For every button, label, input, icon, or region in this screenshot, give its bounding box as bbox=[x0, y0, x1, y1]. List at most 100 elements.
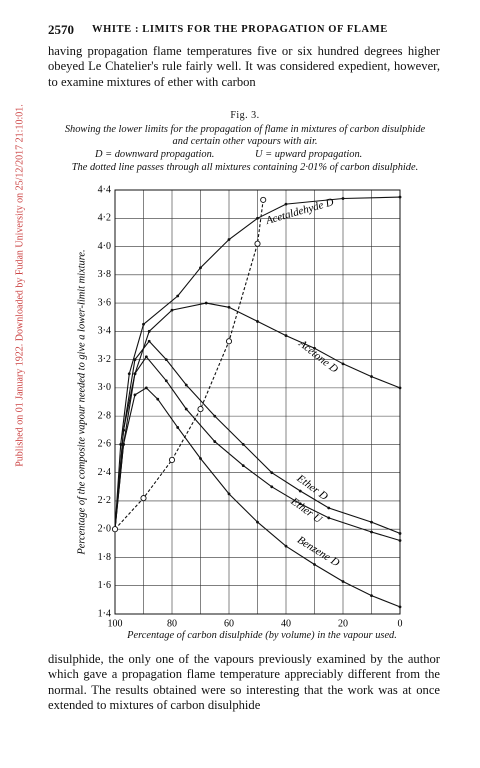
data-point bbox=[147, 339, 151, 343]
data-point bbox=[313, 563, 316, 566]
data-point bbox=[164, 358, 168, 361]
y-tick-label: 3·2 bbox=[98, 354, 111, 365]
data-point bbox=[140, 495, 147, 502]
curve bbox=[114, 199, 264, 530]
data-point bbox=[227, 492, 231, 496]
curve-label: Acetone D bbox=[296, 337, 341, 375]
data-point bbox=[298, 489, 302, 493]
note: U = upward propagation. bbox=[255, 149, 363, 160]
data-point bbox=[199, 457, 202, 460]
data-point bbox=[327, 506, 331, 510]
data-point bbox=[398, 539, 402, 542]
data-point bbox=[156, 397, 160, 401]
x-tick-label: 80 bbox=[167, 618, 177, 629]
data-point bbox=[298, 502, 302, 506]
data-point bbox=[197, 406, 204, 413]
y-tick-label: 2·0 bbox=[98, 523, 111, 534]
y-tick-label: 2·8 bbox=[98, 410, 111, 421]
curve-label: Benzene D bbox=[295, 534, 342, 569]
data-point bbox=[133, 372, 137, 376]
data-point bbox=[370, 594, 373, 598]
data-point bbox=[213, 414, 217, 418]
data-point bbox=[260, 196, 267, 203]
data-point bbox=[313, 346, 316, 350]
x-tick-label: 60 bbox=[224, 618, 234, 629]
data-point bbox=[119, 443, 123, 446]
data-point bbox=[327, 516, 331, 520]
y-tick-label: 4·0 bbox=[98, 241, 111, 252]
y-tick-label: 2·4 bbox=[98, 467, 111, 478]
data-point bbox=[284, 202, 288, 206]
data-point bbox=[204, 301, 208, 305]
data-point bbox=[170, 308, 174, 312]
data-point bbox=[370, 530, 373, 534]
data-point bbox=[241, 464, 245, 467]
data-point bbox=[133, 393, 137, 397]
y-tick-label: 3·8 bbox=[98, 269, 111, 280]
data-point bbox=[111, 526, 119, 533]
y-tick-label: 4·2 bbox=[98, 213, 111, 224]
data-point bbox=[144, 355, 148, 359]
data-point bbox=[370, 375, 373, 378]
y-tick-label: 2·6 bbox=[98, 439, 111, 450]
data-point bbox=[284, 544, 288, 548]
figure-label: Fig. 3. bbox=[230, 110, 260, 121]
paragraph: disulphide, the only one of the vapours … bbox=[48, 652, 440, 713]
y-tick-label: 2·2 bbox=[98, 495, 111, 506]
data-point bbox=[398, 195, 402, 199]
data-point bbox=[241, 443, 245, 446]
x-tick-label: 20 bbox=[338, 618, 348, 629]
paragraph: having propagation flame temperatures fi… bbox=[48, 44, 440, 89]
data-point bbox=[184, 383, 188, 387]
y-tick-label: 1·4 bbox=[98, 608, 111, 619]
y-tick-label: 4·4 bbox=[98, 184, 111, 195]
y-tick-label: 1·8 bbox=[98, 552, 111, 563]
data-point bbox=[284, 334, 288, 337]
data-point bbox=[168, 456, 176, 463]
curve bbox=[114, 387, 401, 608]
data-point bbox=[398, 386, 402, 390]
data-point bbox=[254, 240, 261, 247]
x-tick-label: 0 bbox=[398, 618, 403, 629]
curve-label: Acetaldehyde D bbox=[264, 196, 336, 227]
data-point bbox=[144, 386, 148, 390]
x-axis-label: Percentage of carbon disulphide (by volu… bbox=[127, 630, 397, 641]
x-tick-label: 40 bbox=[281, 618, 291, 629]
data-point bbox=[227, 238, 231, 241]
plot-frame bbox=[114, 189, 401, 615]
data-point bbox=[270, 471, 274, 475]
data-point bbox=[122, 443, 125, 446]
data-point bbox=[370, 520, 373, 524]
data-point bbox=[142, 322, 145, 326]
y-tick-label: 1·6 bbox=[98, 580, 111, 591]
data-point bbox=[176, 426, 180, 429]
data-point bbox=[147, 329, 151, 333]
data-point bbox=[341, 580, 345, 583]
data-point bbox=[341, 197, 345, 200]
data-point bbox=[270, 485, 274, 489]
y-tick-label: 3·0 bbox=[98, 382, 111, 393]
data-point bbox=[164, 379, 168, 383]
data-point bbox=[122, 428, 125, 432]
data-point bbox=[398, 532, 402, 535]
data-point bbox=[227, 305, 231, 309]
data-point bbox=[213, 440, 217, 443]
figure-caption: Showing the lower limits for the propaga… bbox=[64, 124, 426, 148]
y-tick-label: 3·6 bbox=[98, 297, 111, 308]
data-point bbox=[398, 605, 402, 609]
data-point bbox=[256, 216, 259, 220]
data-point bbox=[127, 372, 131, 376]
data-point bbox=[256, 320, 259, 323]
y-tick-label: 3·4 bbox=[98, 326, 111, 337]
annotation: The dotted line passes through all mixtu… bbox=[71, 162, 419, 173]
note: D = downward propagation. bbox=[95, 149, 215, 160]
running-title: WHITE : LIMITS FOR THE PROPAGATION OF FL… bbox=[92, 24, 388, 35]
data-point bbox=[176, 294, 180, 298]
data-point bbox=[199, 266, 202, 270]
data-point bbox=[341, 362, 345, 366]
x-tick-label: 100 bbox=[108, 618, 123, 629]
data-point bbox=[133, 358, 137, 361]
data-point bbox=[225, 338, 233, 345]
data-point bbox=[184, 407, 188, 411]
